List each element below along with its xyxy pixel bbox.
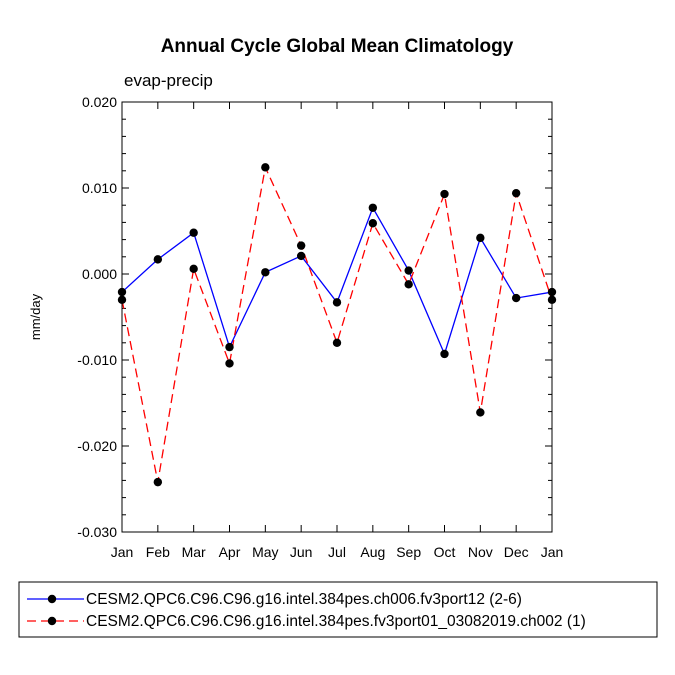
x-tick-label: Sep bbox=[396, 544, 421, 560]
axes: -0.030 -0.020 -0.010 0.000 0.010 0.020 Jan Feb M… bbox=[77, 94, 563, 560]
series-1-point bbox=[225, 342, 234, 352]
series-1-point bbox=[368, 203, 378, 212]
x-tick-label: Oct bbox=[434, 544, 456, 560]
series-1-point bbox=[261, 268, 270, 277]
y-tick-label: 0.020 bbox=[82, 94, 117, 110]
legend-box bbox=[18, 581, 658, 638]
x-tick-label: Aug bbox=[360, 544, 385, 560]
series-2-point bbox=[440, 189, 449, 199]
x-tick-label: Feb bbox=[146, 544, 170, 560]
series-1-point bbox=[189, 228, 198, 237]
series-2-point bbox=[153, 477, 163, 487]
y-tick-label: -0.010 bbox=[77, 352, 117, 368]
y-tick-label: -0.030 bbox=[77, 524, 117, 540]
series-1-point bbox=[476, 233, 485, 243]
series-1-point bbox=[332, 298, 342, 307]
legend-label-1: CESM2.QPC6.C96.C96.g16.intel.384pes.ch00… bbox=[86, 591, 522, 608]
series-1-point bbox=[511, 293, 521, 303]
legend: CESM2.QPC6.C96.C96.g16.intel.384pes.ch00… bbox=[18, 581, 658, 638]
series-1-point bbox=[153, 255, 163, 264]
plot-frame bbox=[121, 101, 553, 533]
series-line-1 bbox=[121, 206, 553, 356]
x-tick-label: Nov bbox=[468, 544, 493, 560]
chart-subtitle: evap-precip bbox=[124, 71, 213, 90]
series-1-point bbox=[440, 349, 449, 359]
y-tick-label: 0.010 bbox=[82, 180, 117, 196]
series-2-point bbox=[332, 338, 342, 347]
series-layer bbox=[117, 163, 557, 487]
series-2-point bbox=[225, 359, 234, 368]
x-tick-label: Jan bbox=[111, 544, 134, 560]
y-tick-label: 0.000 bbox=[82, 266, 117, 282]
y-axis-label: mm/day bbox=[28, 293, 43, 340]
legend-swatch-marker-1 bbox=[47, 594, 57, 604]
series-line-2 bbox=[121, 165, 553, 483]
y-tick-label: -0.020 bbox=[77, 438, 117, 454]
x-tick-label: Jun bbox=[290, 544, 313, 560]
chart-title: Annual Cycle Global Mean Climatology bbox=[161, 36, 514, 57]
series-2-point bbox=[368, 219, 378, 228]
x-tick-label: Mar bbox=[182, 544, 206, 560]
series-1-point bbox=[296, 251, 306, 261]
x-tick-label: Dec bbox=[504, 544, 529, 560]
legend-label-2: CESM2.QPC6.C96.C96.g16.intel.384pes.fv3p… bbox=[86, 613, 586, 630]
series-2-point bbox=[261, 163, 270, 172]
x-tick-label: Jul bbox=[328, 544, 346, 560]
x-tick-label: Jan bbox=[541, 544, 564, 560]
legend-swatch-marker-2 bbox=[47, 616, 57, 626]
series-2-point bbox=[404, 280, 413, 289]
x-tick-label: Apr bbox=[219, 544, 241, 560]
series-2-point bbox=[296, 241, 306, 250]
series-1-point bbox=[404, 266, 413, 275]
series-2-point bbox=[189, 264, 198, 274]
series-2-point bbox=[476, 408, 485, 417]
x-tick-label: May bbox=[252, 544, 278, 560]
series-2-point bbox=[511, 188, 521, 198]
